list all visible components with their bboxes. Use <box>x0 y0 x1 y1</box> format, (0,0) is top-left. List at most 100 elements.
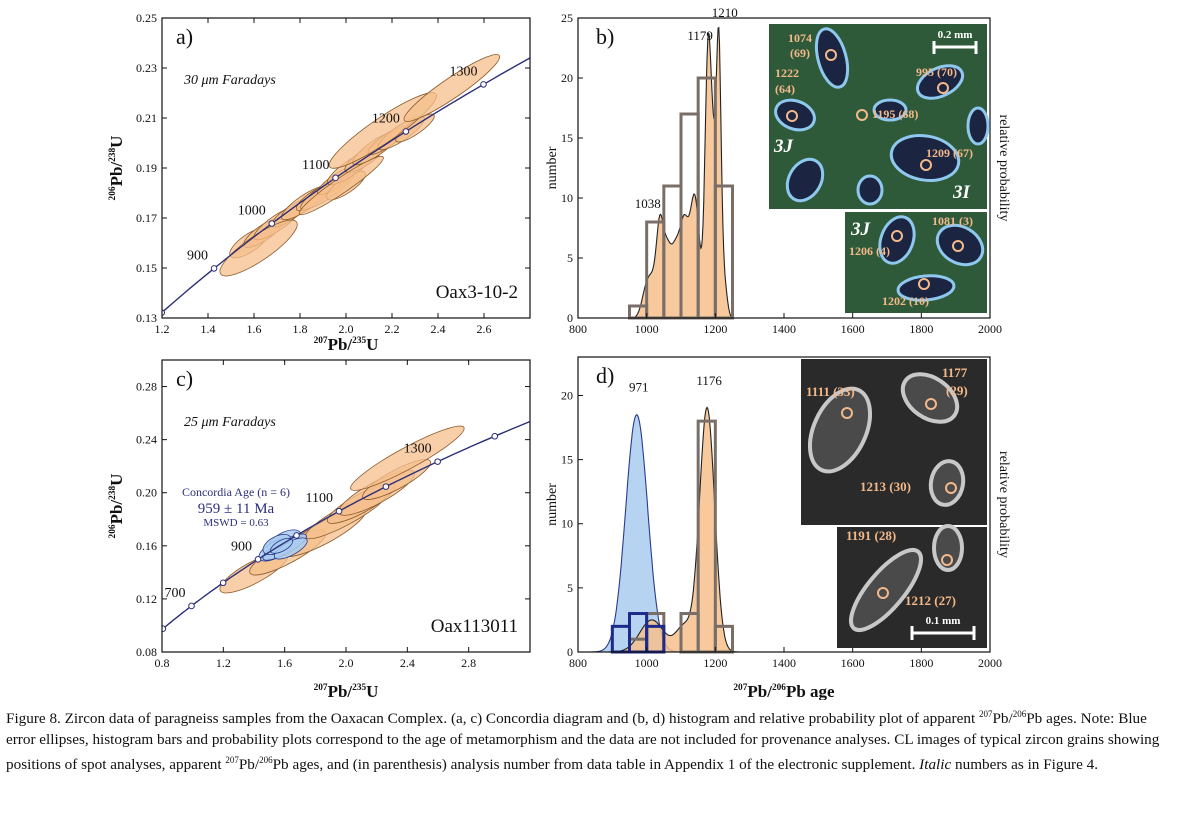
zircon-grain <box>807 386 873 474</box>
caption-text: numbers as in Figure 4. <box>951 756 1099 774</box>
concordia-age-label: 900 <box>231 539 252 554</box>
analysis-spot <box>937 82 949 94</box>
spot-age-label: 1081 (3) <box>932 214 973 228</box>
x-axis-label: 207Pb/235U <box>314 335 379 354</box>
x-tick-label: 1200 <box>703 322 727 336</box>
axis-label-part: U <box>107 136 126 148</box>
spot-age-label: 1177 <box>942 365 968 380</box>
spot-age-label: 1195 (68) <box>872 107 918 121</box>
x-tick-label: 1800 <box>909 322 933 336</box>
concordia-age-marker <box>162 309 166 316</box>
spot-age-label: (64) <box>775 82 795 96</box>
y-tick-label: 20 <box>561 388 573 402</box>
axis-label-sup: 206 <box>108 186 118 200</box>
axis-label-part: Pb age <box>786 682 835 700</box>
concordia-age-marker <box>188 602 195 610</box>
concordia-age-marker <box>480 81 487 88</box>
x-tick-label: 2.6 <box>477 322 492 336</box>
concordia-age-label: 700 <box>165 586 186 601</box>
x-tick-label: 1.8 <box>293 322 308 336</box>
spot-age-label: 1206 (4) <box>849 244 890 258</box>
caption-text: Pb/ <box>238 756 260 774</box>
y-tick-label: 0.21 <box>136 111 157 125</box>
y-axis-label: 206Pb/238U <box>107 474 126 539</box>
concordia-age-title: Concordia Age (n = 6) <box>182 485 290 499</box>
x-tick-label: 1.6 <box>277 656 292 670</box>
x-tick-label: 1400 <box>772 656 796 670</box>
y-tick-label: 0.24 <box>136 433 157 447</box>
concordia-age-marker <box>555 408 561 414</box>
x-tick-label: 800 <box>569 656 587 670</box>
panel-label: a) <box>176 24 193 49</box>
analysis-spot <box>920 159 932 171</box>
zircon-grain <box>814 27 850 89</box>
plot-area: 700 900 1100 1300 <box>162 408 561 633</box>
axis-label-sup: 206 <box>772 683 786 693</box>
axis-label-part: Pb/ <box>107 162 126 187</box>
y-tick-label: 0.13 <box>136 311 157 325</box>
analysis-spot <box>825 49 837 61</box>
x-tick-label: 1800 <box>909 656 933 670</box>
axis-label-part: Pb/ <box>328 335 353 354</box>
error-ellipse <box>219 219 298 277</box>
concordia-age-marker <box>162 625 167 633</box>
sample-name: Oax3-10-2 <box>436 282 518 303</box>
zircon-grain <box>928 459 966 507</box>
x-tick-label: 2.2 <box>385 322 400 336</box>
plot-area: 900 1000 1100 1200 1300 <box>162 34 572 316</box>
concordia-age-marker <box>335 507 343 515</box>
cl-inset-2: 3J 1081 (3) 1206 (4) 1202 (10) <box>845 212 987 313</box>
y-tick-label: 0.08 <box>136 645 157 659</box>
x-tick-label: 2.0 <box>339 656 354 670</box>
figure-caption: Figure 8. Zircon data of paragneiss samp… <box>6 704 1178 776</box>
caption-italic: Italic <box>919 756 952 774</box>
zircon-grain <box>889 134 961 182</box>
concordia-age-mswd: MSWD = 0.63 <box>203 517 269 529</box>
concordia-age-label: 1300 <box>404 442 432 457</box>
scale-bar-label: 0.1 mm <box>926 615 961 627</box>
x-tick-label: 2.4 <box>431 322 446 336</box>
analysis-spot <box>856 109 868 121</box>
x-tick-label: 2.0 <box>339 322 354 336</box>
concordia-age-marker <box>210 265 218 272</box>
peak-age-label: 971 <box>629 380 649 395</box>
concordia-age-value: 959 ± 11 Ma <box>198 501 275 517</box>
y-tick-label: 0.16 <box>136 539 157 553</box>
y-tick-label: 25 <box>561 11 573 25</box>
caption-sup: 207 <box>978 709 993 719</box>
spot-age-label: 1202 (10) <box>882 294 929 308</box>
y-axis-label: number <box>545 146 560 189</box>
panel-b-histogram: 800 1000 1200 1400 1600 1800 2000 0 5 10 15 20 25 b) n… <box>545 5 1011 336</box>
x-tick-label: 800 <box>569 322 587 336</box>
y-axis-label: 206Pb/238U <box>107 136 126 201</box>
caption-text: Figure 8. Zircon data of paragneiss samp… <box>6 710 979 728</box>
x-tick-label: 1.6 <box>247 322 262 336</box>
axis-label-sup: 238 <box>108 148 118 162</box>
caption-text: Pb/ <box>992 710 1013 728</box>
zircon-grain <box>900 372 960 424</box>
x-tick-label: 1600 <box>841 656 865 670</box>
spot-age-label: 1191 (28) <box>846 528 896 543</box>
axis-label-part: U <box>366 335 378 354</box>
caption-text: Pb ages. Note: Blue error ellipses, hist… <box>6 710 1160 774</box>
panel-label: d) <box>596 363 614 388</box>
peak-age-label: 1038 <box>635 196 661 211</box>
concordia-age-marker <box>332 174 339 182</box>
spot-age-label: 1074 <box>788 31 812 45</box>
axis-label-sup: 207 <box>314 336 328 346</box>
x-tick-label: 1600 <box>841 322 865 336</box>
panel-label: b) <box>596 24 614 49</box>
concordia-age-marker <box>566 34 572 40</box>
caption-sup: 206 <box>1012 709 1027 719</box>
zircon-grain <box>932 524 964 572</box>
spot-age-label: 1213 (30) <box>860 479 911 494</box>
y-tick-label: 5 <box>567 251 573 265</box>
y-tick-label: 0.20 <box>136 486 157 500</box>
axis-label-sup: 206 <box>108 524 118 538</box>
concordia-age-marker <box>293 532 300 539</box>
axis-label-part: Pb/ <box>747 682 772 700</box>
spot-age-label: 1209 (67) <box>926 146 973 160</box>
caption-text: Pb ages, and (in parenthesis) analysis n… <box>272 756 920 774</box>
y-tick-label: 15 <box>561 453 573 467</box>
x-axis-label: 207Pb/206Pb age <box>733 682 835 700</box>
